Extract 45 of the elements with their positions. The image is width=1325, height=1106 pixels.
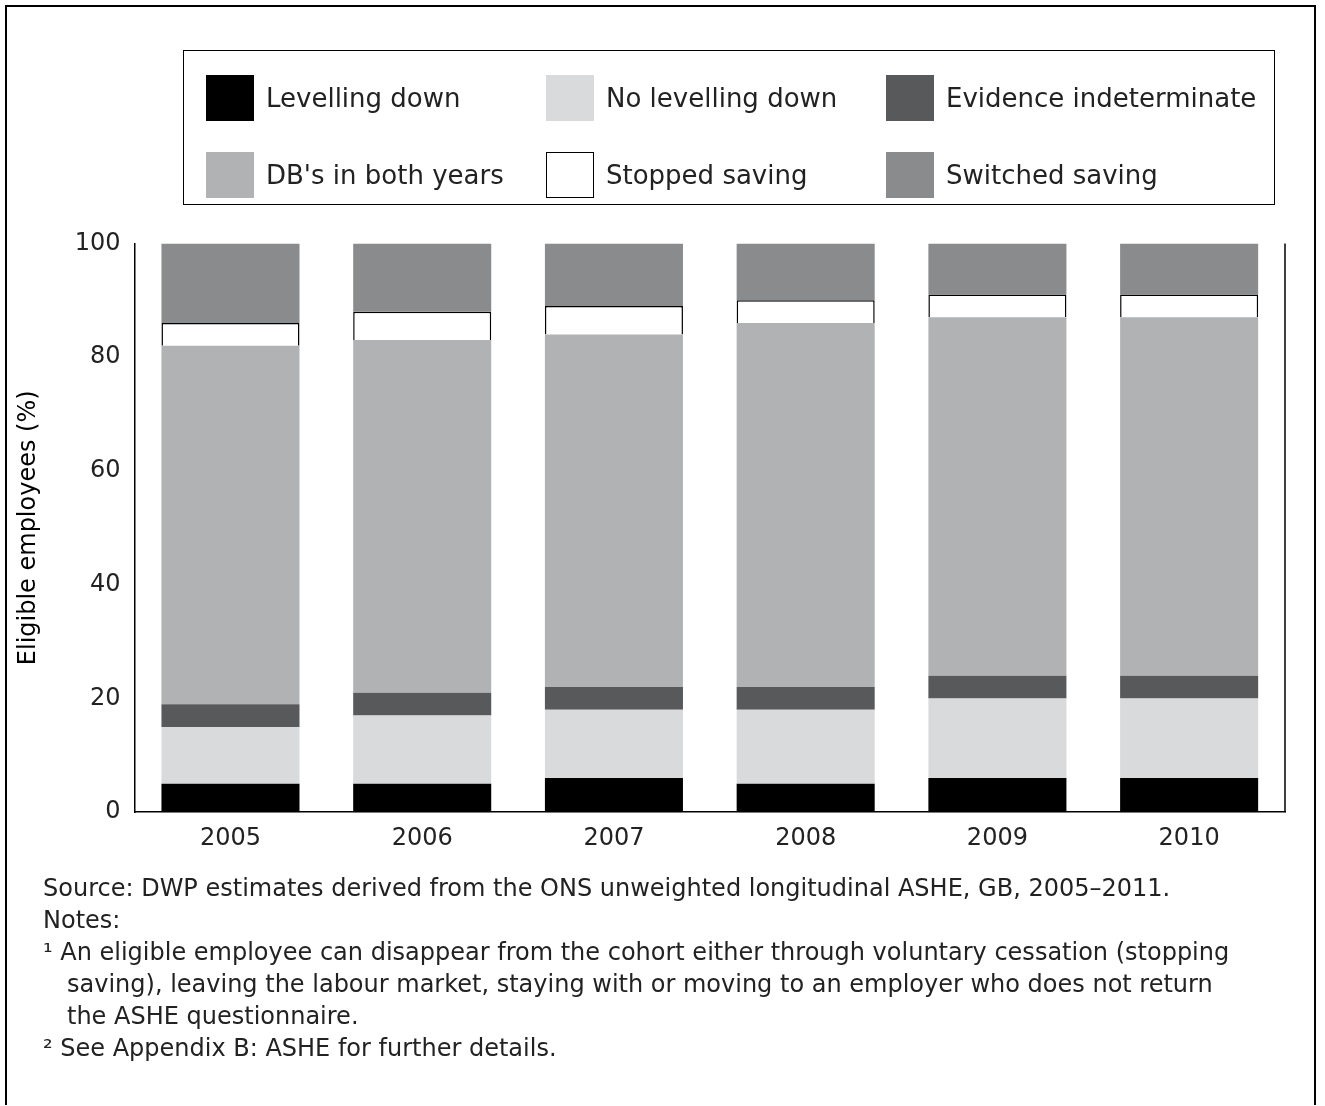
legend-label: Levelling down <box>266 83 461 114</box>
bar <box>544 334 683 688</box>
source-note: Source: DWP estimates derived from the ONS unweighted longitudinal ASHE, GB, 2005–2011. <box>43 873 1172 904</box>
bar <box>353 340 492 693</box>
legend-label: DB's in both years <box>266 159 504 190</box>
bar <box>161 704 300 727</box>
bar <box>1120 243 1259 295</box>
bar <box>736 709 875 784</box>
legend-label: Evidence indeterminate <box>946 83 1257 114</box>
bar <box>928 675 1067 699</box>
bar <box>161 345 300 705</box>
text: Notes: <box>43 905 122 936</box>
legend-label: Switched saving <box>946 159 1158 190</box>
legend-label: Stopped saving <box>606 159 808 190</box>
x-tick-label: 2005 <box>199 822 262 851</box>
bar <box>736 687 875 710</box>
legend-label: No levelling down <box>606 83 838 114</box>
bar <box>1120 698 1259 779</box>
bar <box>1120 317 1259 676</box>
bar <box>353 715 492 784</box>
x-tick-label: 2010 <box>1158 822 1220 851</box>
bar <box>353 243 492 312</box>
bar <box>544 243 683 306</box>
bar <box>544 709 683 779</box>
y-tick-label: 60 <box>90 455 121 484</box>
bar <box>353 692 492 716</box>
x-tick-label: 2008 <box>775 822 837 851</box>
y-tick-label: 0 <box>105 796 121 825</box>
text: ² See Appendix B: ASHE for further details. <box>43 1033 558 1064</box>
bar <box>1120 675 1259 699</box>
x-tick-label: 2007 <box>583 822 645 851</box>
x-tick-label: 2009 <box>966 822 1028 851</box>
y-tick-label: 20 <box>90 682 121 711</box>
text: ¹ An eligible employee can disappear from the cohort either through voluntary cessation (stopping saving), leaving the labour market, staying with or moving to an employer who does not return the ASHE questionnaire. <box>43 937 1231 1032</box>
bar <box>928 698 1067 779</box>
y-axis-title: Eligible employees (%) <box>12 390 41 666</box>
bar <box>928 317 1067 676</box>
x-tick-label: 2006 <box>391 822 453 851</box>
bar <box>161 243 300 324</box>
bar <box>544 687 683 710</box>
bar <box>161 726 300 784</box>
y-tick-label: 40 <box>90 568 121 597</box>
bar <box>928 243 1067 295</box>
y-tick-label: 100 <box>74 227 121 256</box>
y-tick-label: 80 <box>90 341 121 370</box>
